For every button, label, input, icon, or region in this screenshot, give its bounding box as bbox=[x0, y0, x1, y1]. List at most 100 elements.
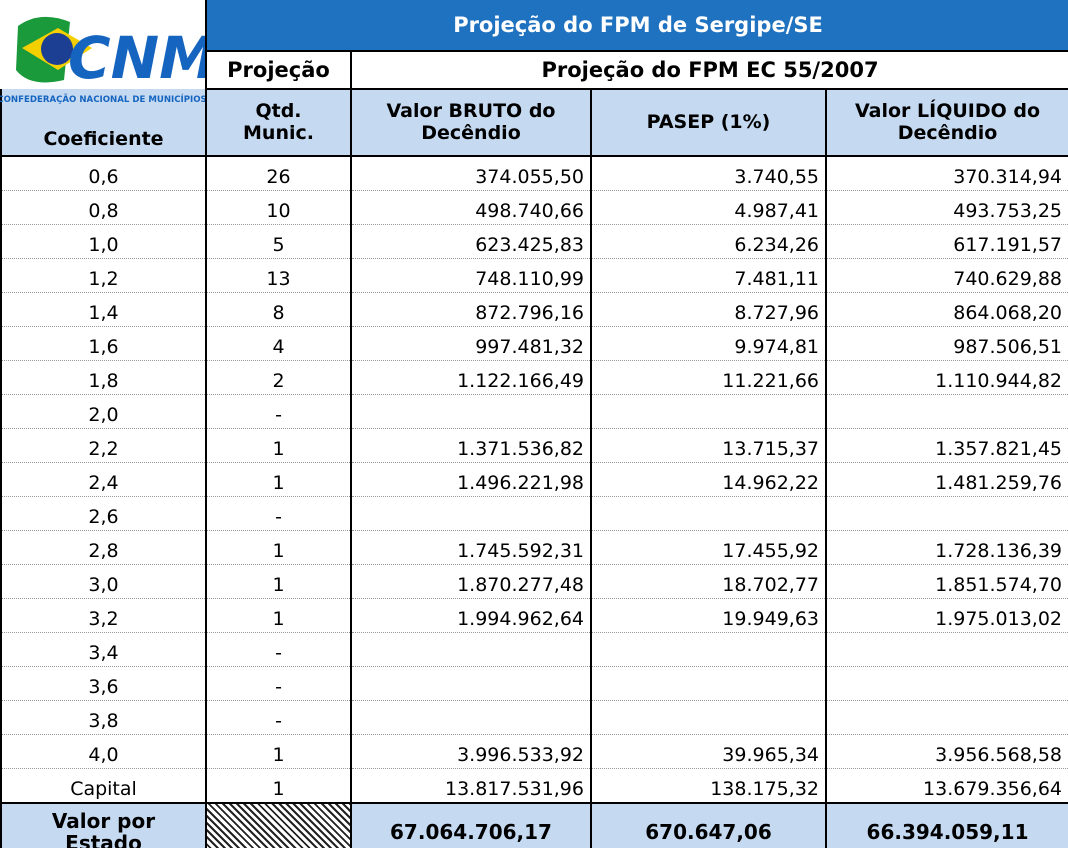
table-cell: 8 bbox=[205, 292, 352, 327]
total-label-cell: Valor por Estado bbox=[0, 802, 207, 848]
data-row: 3,2 1 1.994.962,64 19.949,63 1.975.013,02 bbox=[0, 598, 1068, 633]
table-cell bbox=[824, 700, 1068, 735]
table-cell: 13.817.531,96 bbox=[350, 768, 592, 804]
column-header: PASEP (1%) bbox=[590, 88, 827, 157]
table-cell: 5 bbox=[205, 224, 352, 259]
data-row: 1,4 8 872.796,16 8.727,96 864.068,20 bbox=[0, 292, 1068, 327]
column-header-text: Qtd. Munic. bbox=[243, 99, 314, 144]
table-cell bbox=[350, 496, 592, 531]
data-row: 2,6- bbox=[0, 496, 1068, 531]
table-cell: 2,4 bbox=[0, 462, 207, 497]
data-row: 3,0 1 1.870.277,48 18.702,77 1.851.574,70 bbox=[0, 564, 1068, 599]
table-cell: 2,6 bbox=[0, 496, 207, 531]
table-title: Projeção do FPM de Sergipe/SE bbox=[204, 0, 1068, 51]
table-cell bbox=[824, 394, 1068, 429]
data-row: 1,6 4 997.481,32 9.974,81 987.506,51 bbox=[0, 326, 1068, 361]
group-right: Projeção do FPM EC 55/2007 bbox=[349, 50, 1068, 90]
table-cell bbox=[350, 632, 592, 667]
total-label: Valor por Estado bbox=[51, 809, 156, 848]
table-cell: - bbox=[205, 496, 352, 531]
cnm-logo: CNM CONFEDERAÇÃO NACIONAL DE MUNICÍPIOS bbox=[0, 8, 205, 105]
table-cell: 623.425,83 bbox=[350, 224, 592, 259]
table-cell: 1 bbox=[205, 768, 352, 804]
table-cell: 1.851.574,70 bbox=[824, 564, 1068, 599]
table-cell: 3,0 bbox=[0, 564, 207, 599]
table-cell: 1.357.821,45 bbox=[824, 428, 1068, 463]
table-cell bbox=[350, 700, 592, 735]
data-row: 2,4 1 1.496.221,98 14.962,22 1.481.259,76 bbox=[0, 462, 1068, 497]
table-cell: 4 bbox=[205, 326, 352, 361]
table-cell: 997.481,32 bbox=[350, 326, 592, 361]
table-cell: 3,6 bbox=[0, 666, 207, 701]
data-row: 1,0 5 623.425,83 6.234,26 617.191,57 bbox=[0, 224, 1068, 259]
data-row: 2,8 1 1.745.592,31 17.455,92 1.728.136,39 bbox=[0, 530, 1068, 565]
data-row: 3,6- bbox=[0, 666, 1068, 701]
table-cell bbox=[824, 496, 1068, 531]
table-cell: 1.122.166,49 bbox=[350, 360, 592, 395]
table-cell: 6.234,26 bbox=[590, 224, 827, 259]
table-cell: 1.994.962,64 bbox=[350, 598, 592, 633]
table-cell: 11.221,66 bbox=[590, 360, 827, 395]
table-cell: 740.629,88 bbox=[824, 258, 1068, 293]
table-cell: 374.055,50 bbox=[350, 156, 592, 191]
table-cell: - bbox=[205, 666, 352, 701]
column-header-row: Coeficiente Qtd. Munic. Valor BRUTO do D… bbox=[0, 88, 1068, 157]
table-cell: 2 bbox=[205, 360, 352, 395]
data-row: 3,4- bbox=[0, 632, 1068, 667]
table-cell: 4,0 bbox=[0, 734, 207, 769]
data-row: 0,8 10 498.740,66 4.987,41 493.753,25 bbox=[0, 190, 1068, 225]
table-cell: 987.506,51 bbox=[824, 326, 1068, 361]
logo-brand: CNM bbox=[68, 24, 205, 92]
table-cell: 1,8 bbox=[0, 360, 207, 395]
table-cell bbox=[350, 394, 592, 429]
table-cell: 1 bbox=[205, 462, 352, 497]
data-row: 0,6 26 374.055,50 3.740,55 370.314,94 bbox=[0, 156, 1068, 191]
title-row: Projeção do FPM de Sergipe/SE bbox=[1, 0, 1068, 51]
table-cell: 3.956.568,58 bbox=[824, 734, 1068, 769]
table-cell bbox=[590, 394, 827, 429]
table-cell: 1.481.259,76 bbox=[824, 462, 1068, 497]
table-cell: 1.975.013,02 bbox=[824, 598, 1068, 633]
total-value: 67.064.706,17 bbox=[350, 802, 592, 848]
table-cell: 1 bbox=[205, 564, 352, 599]
total-value: 670.647,06 bbox=[590, 802, 827, 848]
table-cell: 1,0 bbox=[0, 224, 207, 259]
table-cell: 617.191,57 bbox=[824, 224, 1068, 259]
table-cell: 13.679.356,64 bbox=[824, 768, 1068, 804]
table-cell: 493.753,25 bbox=[824, 190, 1068, 225]
table-cell: 1 bbox=[205, 734, 352, 769]
table-cell: 1 bbox=[205, 428, 352, 463]
table-cell: 0,8 bbox=[0, 190, 207, 225]
table-cell: 1,6 bbox=[0, 326, 207, 361]
table-cell bbox=[590, 700, 827, 735]
group-row: Projeção Projeção do FPM EC 55/2007 bbox=[1, 50, 1068, 90]
table-cell: 9.974,81 bbox=[590, 326, 827, 361]
table-cell: - bbox=[205, 632, 352, 667]
data-row: 3,8- bbox=[0, 700, 1068, 735]
data-row: 2,2 1 1.371.536,82 13.715,37 1.357.821,45 bbox=[0, 428, 1068, 463]
column-header: Qtd. Munic. bbox=[205, 88, 352, 157]
table-cell: 39.965,34 bbox=[590, 734, 827, 769]
table-cell bbox=[824, 632, 1068, 667]
table-cell bbox=[590, 666, 827, 701]
total-value: 66.394.059,11 bbox=[824, 802, 1068, 848]
table-cell: 1 bbox=[205, 598, 352, 633]
data-row: Capital 1 13.817.531,96 138.175,32 13.679.35… bbox=[0, 768, 1068, 804]
table-cell: 3,2 bbox=[0, 598, 207, 633]
table-cell: 1.728.136,39 bbox=[824, 530, 1068, 565]
table-cell: 13.715,37 bbox=[590, 428, 827, 463]
table-cell: 4.987,41 bbox=[590, 190, 827, 225]
total-row: Valor por Estado 67.064.706,17 670.647,06 6… bbox=[0, 802, 1068, 848]
logo-globe bbox=[41, 33, 73, 65]
table-cell: 14.962,22 bbox=[590, 462, 827, 497]
table-cell: 1 bbox=[205, 530, 352, 565]
data-row: 4,0 1 3.996.533,92 39.965,34 3.956.568,58 bbox=[0, 734, 1068, 769]
table-cell bbox=[590, 632, 827, 667]
table-cell: 370.314,94 bbox=[824, 156, 1068, 191]
table-cell: 2,0 bbox=[0, 394, 207, 429]
table-cell: 1.870.277,48 bbox=[350, 564, 592, 599]
data-row: 1,8 2 1.122.166,49 11.221,66 1.110.944,82 bbox=[0, 360, 1068, 395]
